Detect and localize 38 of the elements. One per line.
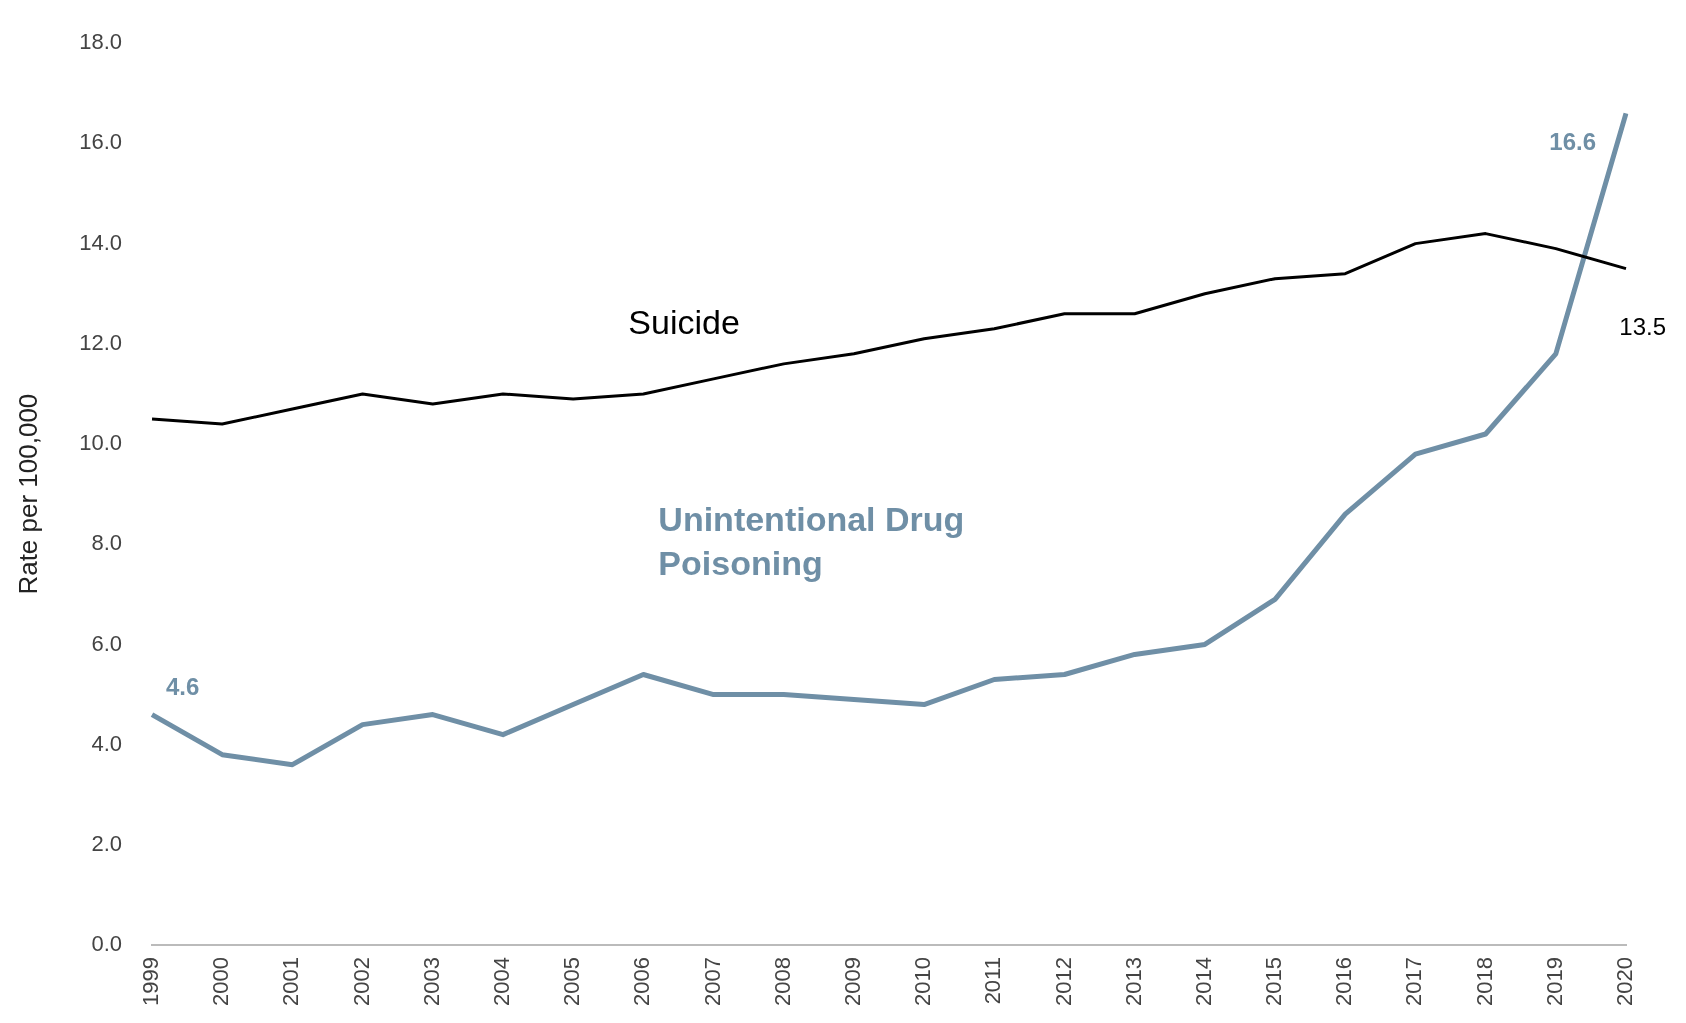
y-tick-label: 16.0 xyxy=(79,129,123,155)
x-tick-label: 2010 xyxy=(910,957,936,1007)
x-tick-label: 2004 xyxy=(489,957,515,1007)
y-tick-label: 6.0 xyxy=(91,630,123,656)
y-tick-label: 0.0 xyxy=(91,931,123,957)
data-label: 16.6 xyxy=(1549,127,1596,155)
x-tick-label: 2015 xyxy=(1261,957,1287,1007)
x-tick-label: 2014 xyxy=(1190,957,1216,1007)
x-tick-label: 2005 xyxy=(559,957,585,1007)
x-tick-label: 2006 xyxy=(629,957,655,1007)
x-tick-label: 2016 xyxy=(1331,957,1357,1007)
y-tick-label: 4.0 xyxy=(91,730,123,756)
x-tick-label: 2008 xyxy=(769,957,795,1007)
data-label: 4.6 xyxy=(166,673,200,701)
y-tick-label: 14.0 xyxy=(79,229,123,255)
series-label: Suicide xyxy=(628,302,740,341)
y-tick-label: 10.0 xyxy=(79,430,123,456)
x-tick-label: 2011 xyxy=(980,957,1006,1005)
x-tick-label: 2020 xyxy=(1612,957,1638,1007)
x-tick-label: 1999 xyxy=(138,957,164,1007)
x-tick-label: 2003 xyxy=(418,957,444,1007)
y-axis-title: Rate per 100,000 xyxy=(12,393,43,595)
x-tick-label: 2007 xyxy=(699,957,725,1007)
y-tick-label: 18.0 xyxy=(79,29,123,55)
y-tick-label: 2.0 xyxy=(91,830,123,856)
x-tick-label: 2000 xyxy=(208,957,234,1007)
x-tick-label: 2017 xyxy=(1401,957,1427,1007)
x-tick-label: 2002 xyxy=(348,957,374,1007)
y-tick-label: 8.0 xyxy=(91,530,123,556)
text: Unintentional Drug Poisoning xyxy=(658,499,965,582)
x-tick-label: 2001 xyxy=(278,957,304,1007)
x-tick-label: 2009 xyxy=(839,957,865,1007)
data-label: 13.5 xyxy=(1619,313,1666,341)
x-tick-label: 2013 xyxy=(1120,957,1146,1007)
y-tick-label: 12.0 xyxy=(79,329,123,355)
x-tick-label: 2018 xyxy=(1471,957,1497,1007)
x-tick-label: 2012 xyxy=(1050,957,1076,1007)
x-tick-label: 2019 xyxy=(1541,957,1567,1007)
